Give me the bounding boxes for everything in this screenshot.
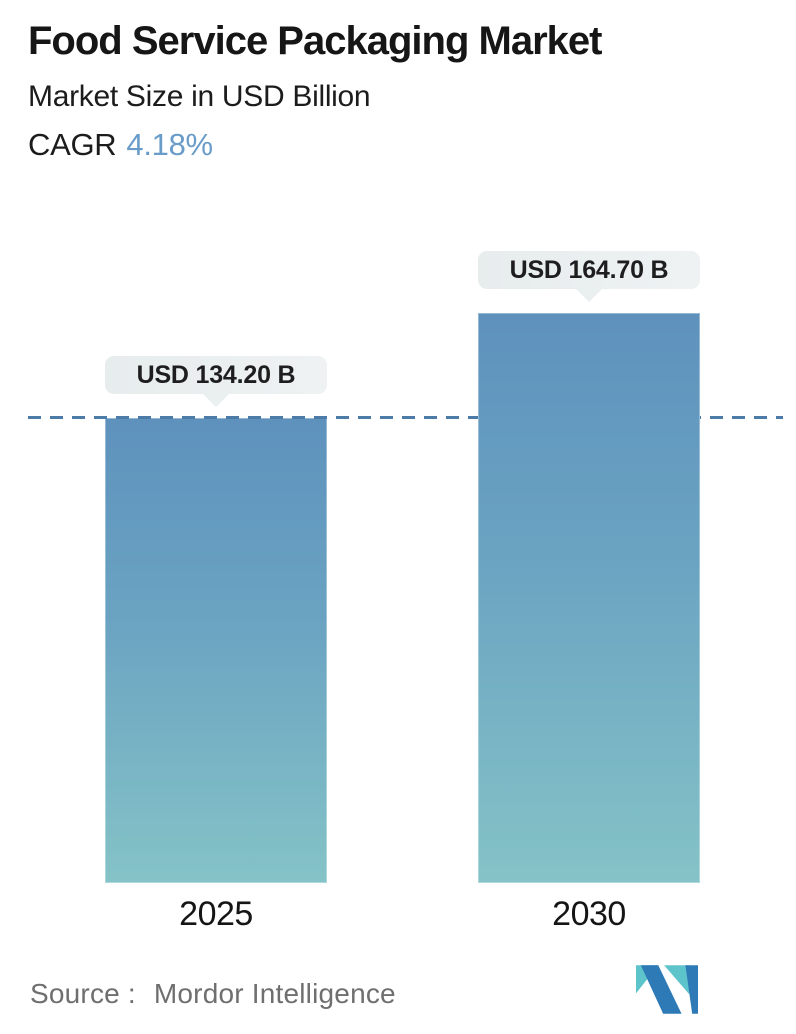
value-label-pill: USD 164.70 B <box>478 251 700 302</box>
source-label: Source : <box>30 978 136 1009</box>
pill-pointer-icon <box>203 394 229 407</box>
chart-subtitle: Market Size in USD Billion <box>28 80 371 113</box>
cagr-line: CAGR 4.18% <box>28 127 601 163</box>
reference-dashed-line <box>28 416 783 419</box>
chart-header: Food Service Packaging Market Market Siz… <box>28 18 602 163</box>
x-axis-label-2030: 2030 <box>552 895 626 933</box>
page-title: Food Service Packaging Market <box>28 19 602 63</box>
bar-group-2025: USD 134.20 B 2025 <box>105 0 327 933</box>
bar-2025 <box>105 418 327 883</box>
value-label: USD 164.70 B <box>509 255 669 284</box>
value-label: USD 134.20 B <box>136 360 296 389</box>
bar-group-2030: USD 164.70 B 2030 <box>478 0 700 933</box>
bar-2030 <box>478 313 700 883</box>
cagr-label: CAGR <box>28 127 117 162</box>
value-label-pill: USD 134.20 B <box>105 356 327 407</box>
cagr-value: 4.18% <box>126 127 213 162</box>
source-line: Source : Mordor Intelligence <box>30 978 396 1010</box>
source-value: Mordor Intelligence <box>153 978 396 1009</box>
mordor-intelligence-logo <box>636 965 698 1014</box>
x-axis-label-2025: 2025 <box>179 895 253 933</box>
pill-pointer-icon <box>576 289 602 302</box>
bar-chart: USD 134.20 B 2025 USD 164.70 B 2030 <box>28 0 783 933</box>
